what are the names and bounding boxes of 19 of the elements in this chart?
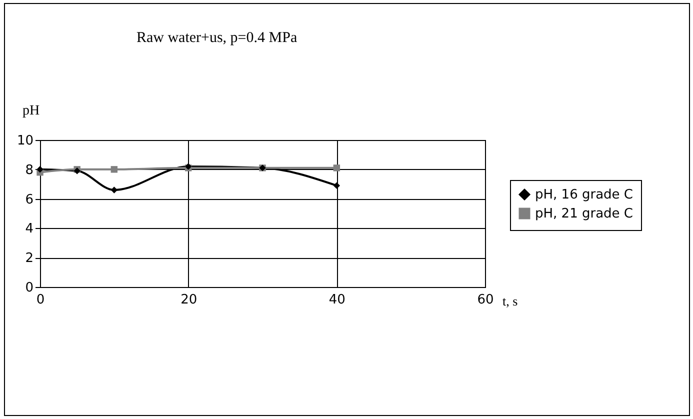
y-axis-title: pH <box>22 104 40 118</box>
point <box>333 164 340 172</box>
y-tick-label: 2 <box>25 251 34 266</box>
x-tick-label: 20 <box>180 292 198 308</box>
y-tick-label: 0 <box>25 280 34 296</box>
x-tick-label: 40 <box>328 292 346 308</box>
y-tick-label: 4 <box>25 222 34 237</box>
legend-label: pH, 21 grade C <box>535 206 633 222</box>
point <box>110 186 118 194</box>
x-tick-label: 60 <box>477 292 494 308</box>
point <box>333 182 340 189</box>
x-axis-title: t, s <box>502 294 518 308</box>
y-tick-label: 6 <box>25 192 34 208</box>
y-tick-label: 10 <box>16 134 34 148</box>
point <box>110 166 118 173</box>
x-tick-label: 0 <box>36 292 45 308</box>
chart-title: Raw water+us, p=0.4 MPa <box>136 30 298 46</box>
legend-label: pH, 16 grade C <box>535 188 633 202</box>
y-tick-label: 8 <box>25 162 34 178</box>
